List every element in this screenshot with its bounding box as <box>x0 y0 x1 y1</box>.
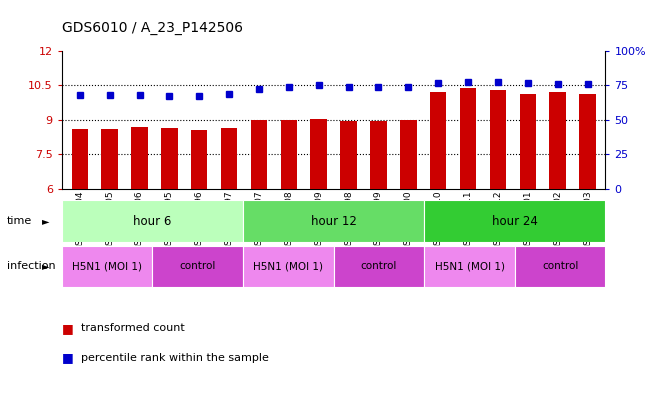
Bar <box>72 129 88 189</box>
Bar <box>311 119 327 189</box>
Text: hour 24: hour 24 <box>492 215 538 228</box>
Bar <box>340 121 357 189</box>
Bar <box>62 200 243 242</box>
Text: ■: ■ <box>62 321 74 335</box>
Bar <box>400 120 417 189</box>
Text: hour 6: hour 6 <box>133 215 172 228</box>
Text: control: control <box>542 261 578 271</box>
Text: transformed count: transformed count <box>81 323 185 333</box>
Bar <box>490 90 506 189</box>
Bar <box>102 129 118 189</box>
Bar <box>515 246 605 287</box>
Text: H5N1 (MOI 1): H5N1 (MOI 1) <box>253 261 324 271</box>
Bar <box>132 127 148 189</box>
Bar <box>221 128 238 189</box>
Bar <box>243 246 333 287</box>
Bar <box>549 92 566 189</box>
Bar <box>251 120 267 189</box>
Text: ■: ■ <box>62 351 74 364</box>
Text: ►: ► <box>42 216 50 226</box>
Text: infection: infection <box>7 261 55 271</box>
Bar <box>370 121 387 189</box>
Text: H5N1 (MOI 1): H5N1 (MOI 1) <box>72 261 142 271</box>
Text: control: control <box>361 261 397 271</box>
Bar <box>243 200 424 242</box>
Text: H5N1 (MOI 1): H5N1 (MOI 1) <box>434 261 505 271</box>
Bar <box>460 88 477 189</box>
Text: percentile rank within the sample: percentile rank within the sample <box>81 353 270 363</box>
Text: time: time <box>7 216 32 226</box>
Bar <box>430 92 447 189</box>
Text: hour 12: hour 12 <box>311 215 357 228</box>
Bar <box>424 246 515 287</box>
Text: control: control <box>180 261 216 271</box>
Bar <box>334 246 424 287</box>
Bar <box>424 200 605 242</box>
Bar <box>191 130 208 189</box>
Bar <box>579 94 596 189</box>
Bar <box>152 246 243 287</box>
Bar <box>161 128 178 189</box>
Text: ►: ► <box>42 261 50 271</box>
Bar <box>281 120 297 189</box>
Bar <box>62 246 152 287</box>
Text: GDS6010 / A_23_P142506: GDS6010 / A_23_P142506 <box>62 21 243 35</box>
Bar <box>519 94 536 189</box>
